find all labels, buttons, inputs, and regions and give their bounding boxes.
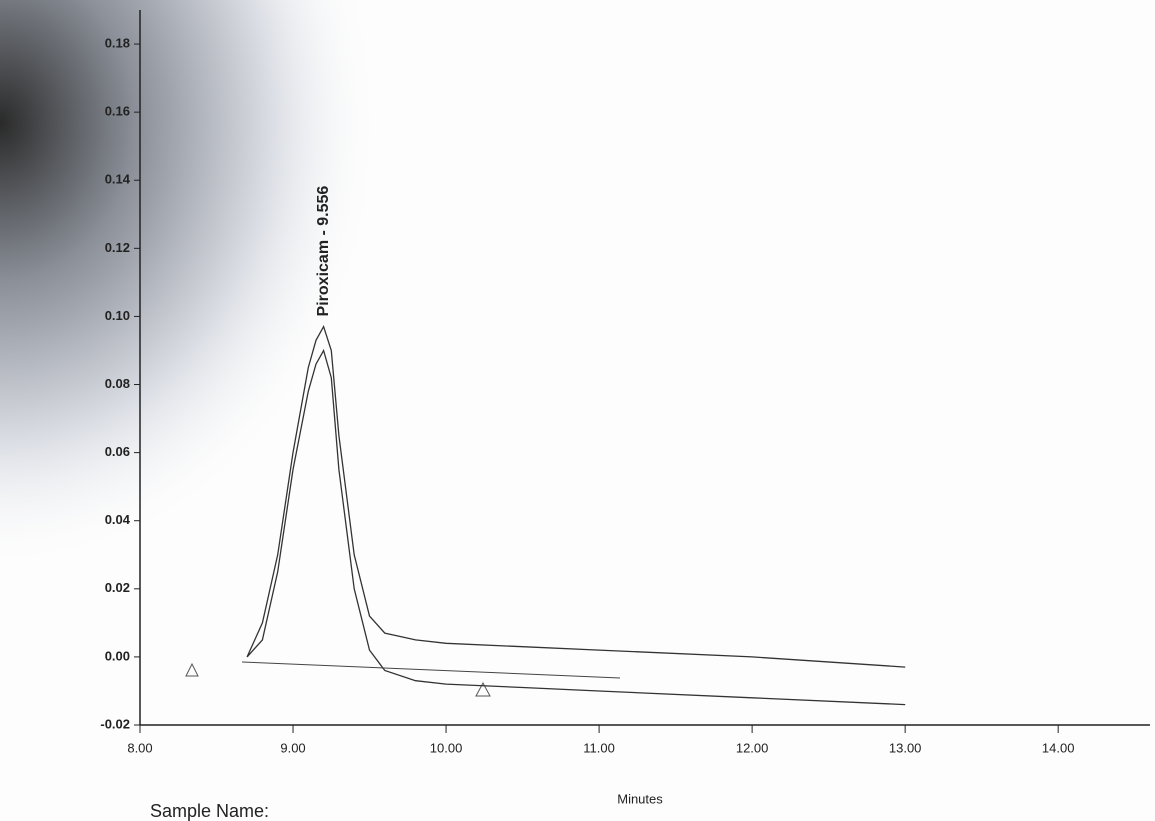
- x-tick-label: 11.00: [583, 740, 615, 755]
- x-tick-label: 14.00: [1042, 740, 1075, 755]
- y-tick-label: 0.08: [105, 376, 130, 391]
- photo-shadow: [0, 0, 700, 821]
- baseline-marker: [185, 662, 199, 677]
- y-tick-label: 0.14: [105, 172, 131, 187]
- baseline-marker: [475, 681, 491, 697]
- y-tick-label: 0.16: [105, 104, 130, 119]
- x-tick-label: 8.00: [127, 740, 152, 755]
- trace: [246, 324, 906, 668]
- y-tick-label: 0.04: [105, 512, 131, 527]
- baseline: [241, 661, 621, 679]
- y-tick-label: 0.12: [105, 240, 130, 255]
- x-tick-label: 12.00: [736, 740, 769, 755]
- x-tick-label: 13.00: [889, 740, 922, 755]
- y-tick-label: 0.02: [105, 580, 130, 595]
- y-tick-label: -0.02: [100, 716, 130, 731]
- y-tick-label: 0.06: [105, 444, 130, 459]
- y-tick-label: 0.00: [105, 648, 130, 663]
- trace: [246, 348, 906, 706]
- x-tick-label: 10.00: [430, 740, 463, 755]
- y-tick-label: 0.18: [105, 35, 130, 50]
- footer-text: Sample Name:: [150, 801, 269, 821]
- x-axis-label: Minutes: [617, 791, 663, 806]
- y-tick-label: 0.10: [105, 308, 130, 323]
- peak-label: Piroxicam - 9.556: [315, 186, 332, 317]
- x-tick-label: 9.00: [280, 740, 305, 755]
